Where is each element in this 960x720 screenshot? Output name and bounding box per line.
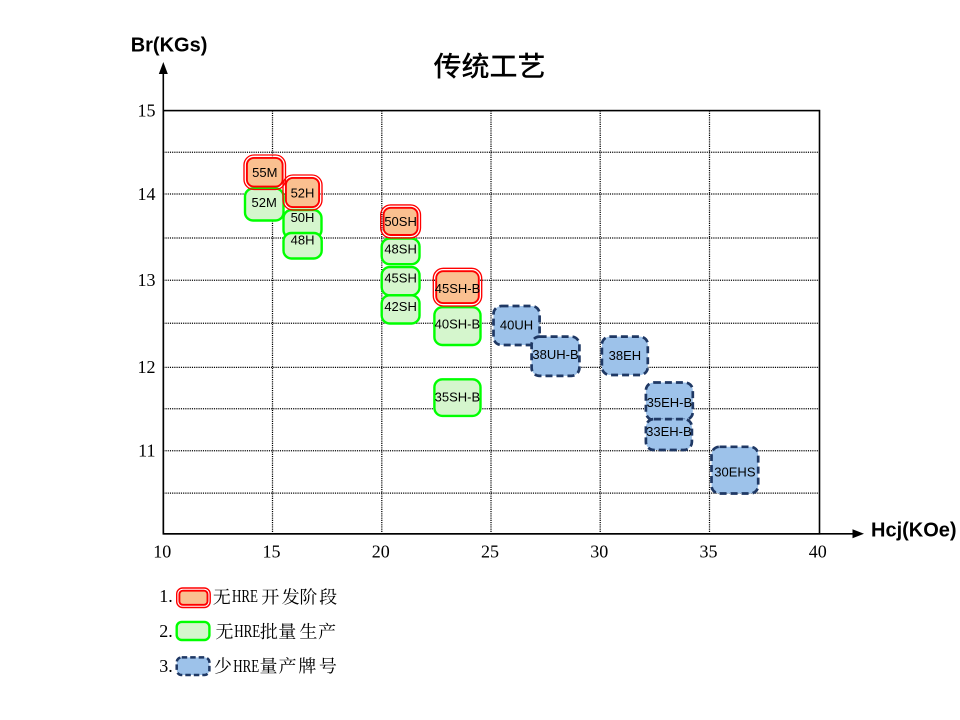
svg-text:35SH-B: 35SH-B	[435, 390, 481, 405]
svg-text:30EHS: 30EHS	[714, 464, 756, 479]
svg-text:35EH-B: 35EH-B	[647, 395, 693, 410]
svg-text:40: 40	[809, 542, 827, 562]
svg-text:HRE: HRE	[232, 586, 258, 606]
svg-text:Hcj(KOe): Hcj(KOe)	[871, 520, 957, 542]
svg-text:52M: 52M	[252, 195, 277, 210]
svg-text:10: 10	[153, 542, 171, 562]
svg-text:1.: 1.	[159, 586, 173, 606]
svg-text:12: 12	[138, 357, 156, 377]
svg-text:50SH: 50SH	[384, 214, 417, 229]
svg-text:33EH-B: 33EH-B	[646, 424, 692, 439]
svg-text:HRE: HRE	[233, 656, 259, 676]
svg-text:15: 15	[263, 542, 281, 562]
svg-text:Br(KGs): Br(KGs)	[131, 34, 208, 56]
svg-text:50H: 50H	[291, 210, 315, 225]
svg-text:38EH: 38EH	[609, 348, 642, 363]
svg-text:20: 20	[372, 542, 390, 562]
svg-text:38UH-B: 38UH-B	[532, 347, 578, 362]
svg-text:35: 35	[700, 542, 718, 562]
svg-text:55M: 55M	[252, 165, 277, 180]
svg-text:45SH: 45SH	[384, 271, 417, 286]
svg-text:2.: 2.	[159, 621, 173, 641]
svg-text:48SH: 48SH	[384, 242, 417, 257]
svg-text:40UH: 40UH	[500, 318, 533, 333]
svg-text:52H: 52H	[291, 185, 315, 200]
svg-text:15: 15	[138, 100, 156, 120]
svg-text:11: 11	[138, 441, 155, 461]
svg-text:3.: 3.	[159, 656, 173, 676]
svg-text:13: 13	[138, 270, 156, 290]
svg-text:48H: 48H	[291, 233, 315, 248]
svg-text:14: 14	[138, 184, 156, 204]
svg-text:45SH-B: 45SH-B	[435, 281, 481, 296]
svg-text:25: 25	[481, 542, 499, 562]
svg-text:40SH-B: 40SH-B	[435, 317, 481, 332]
svg-text:42SH: 42SH	[384, 299, 417, 314]
svg-text:30: 30	[590, 542, 608, 562]
svg-text:HRE: HRE	[234, 621, 260, 641]
